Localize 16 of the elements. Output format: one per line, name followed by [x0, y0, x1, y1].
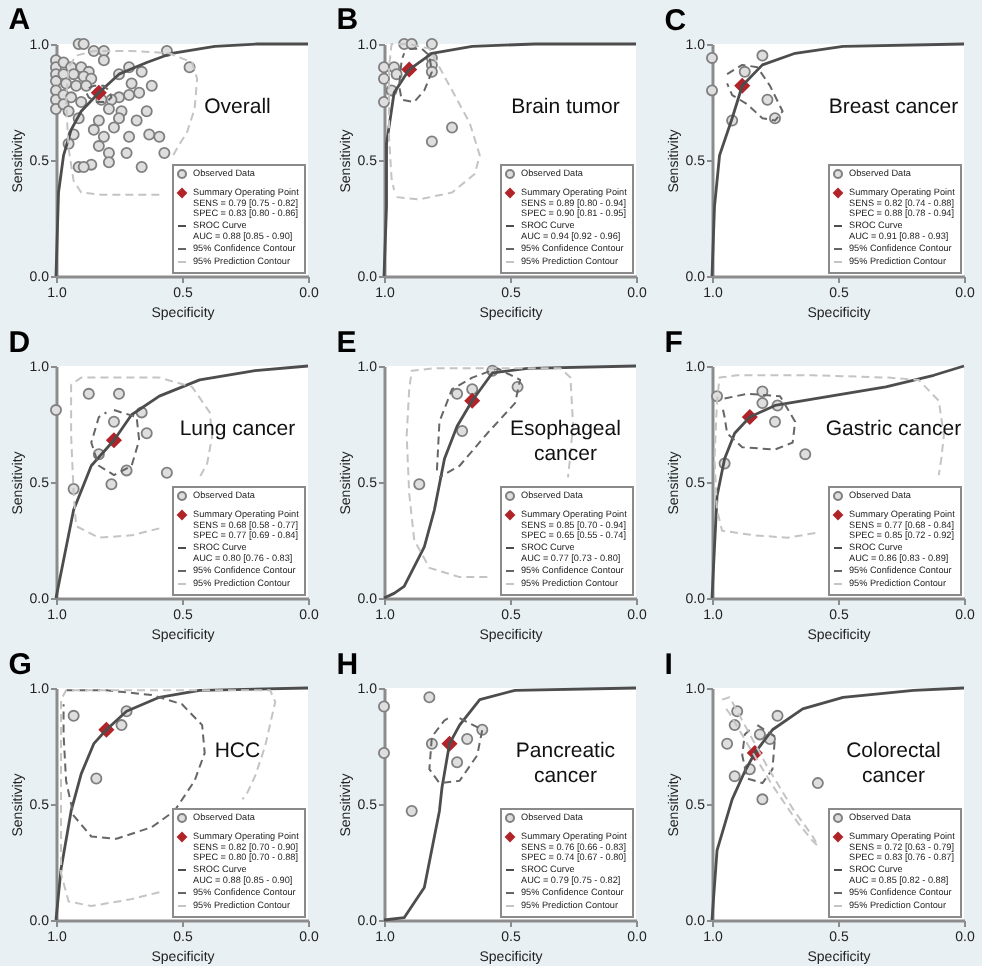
annotation: Colorectal cancer: [846, 738, 941, 788]
chart-title: H: [336, 648, 359, 682]
annotation: Pancreatic cancer: [515, 738, 616, 788]
chart-title: I: [664, 648, 673, 682]
chart-title: C: [664, 4, 687, 38]
chart-title: F: [664, 326, 683, 360]
annotation: Brain tumor: [511, 94, 621, 119]
annotation: HCC: [214, 738, 262, 763]
annotation: Lung cancer: [179, 416, 297, 441]
chart-title: D: [8, 326, 31, 360]
chart-title: G: [8, 648, 32, 682]
annotation: Breast cancer: [828, 94, 960, 119]
chart-title: E: [336, 326, 357, 360]
annotation: Esophageal cancer: [509, 416, 621, 466]
annotation: Gastric cancer: [825, 416, 963, 441]
chart-title: B: [336, 3, 359, 38]
